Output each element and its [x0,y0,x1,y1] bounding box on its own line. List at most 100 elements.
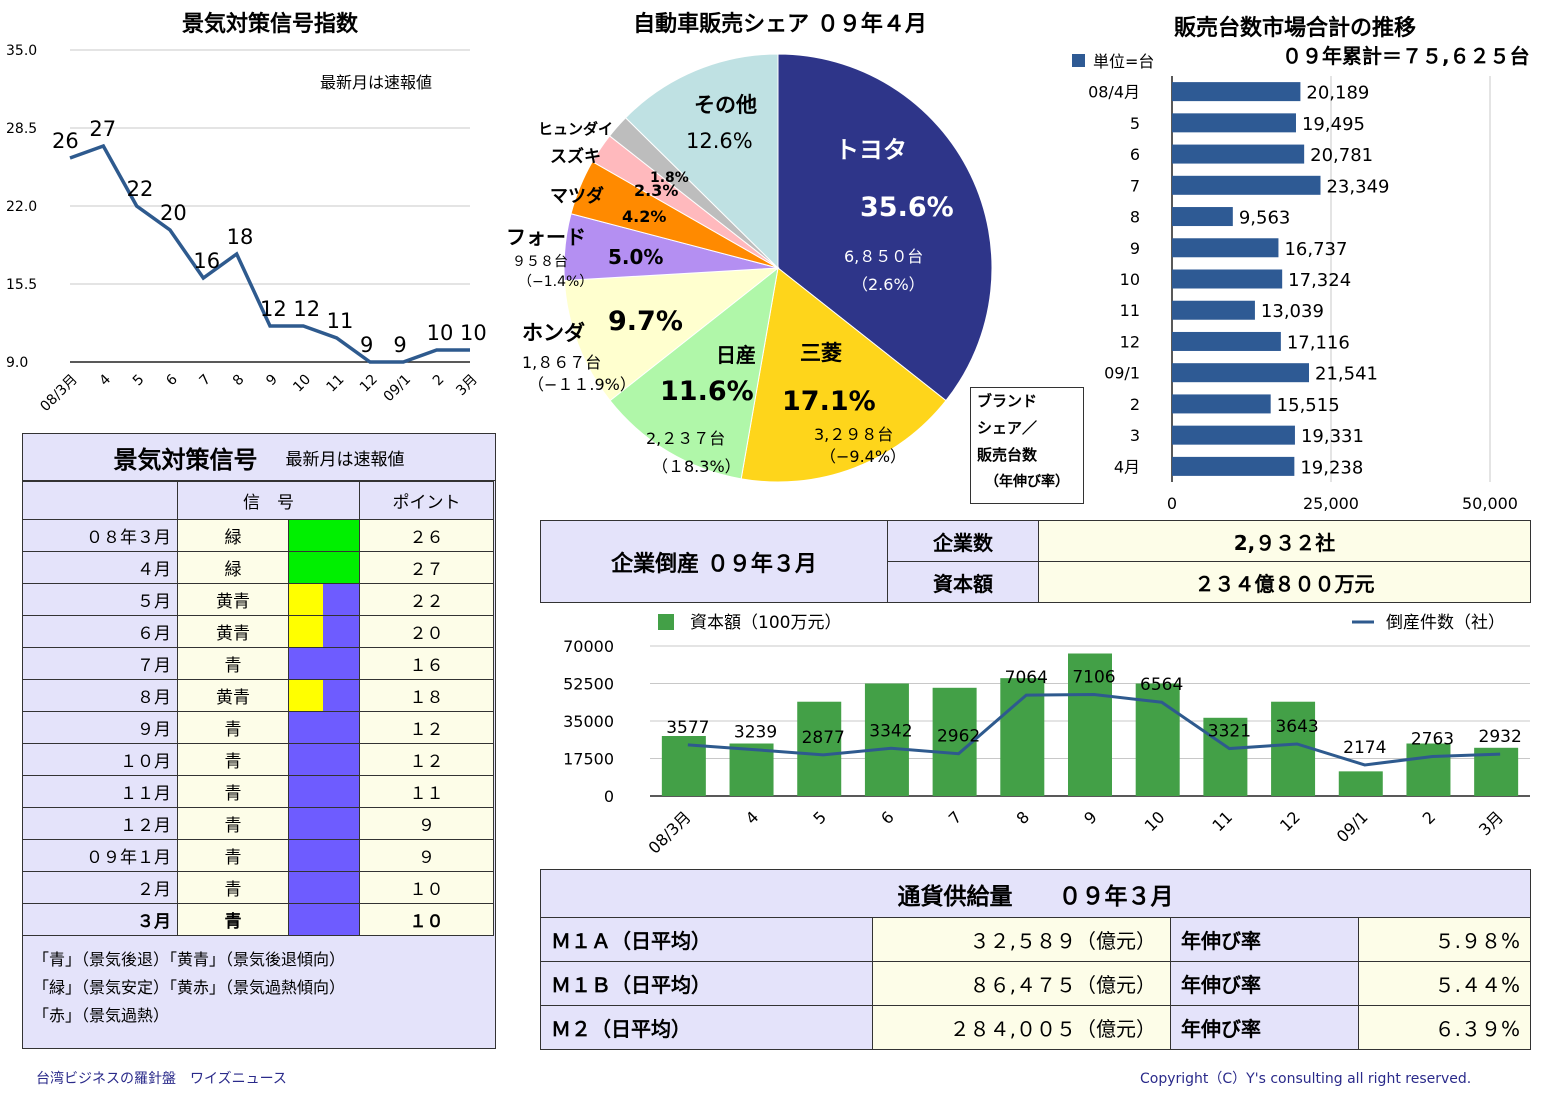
signal-table: 信 号 ポイント ０８年３月緑 ２６ ４月緑 ２７ ５月 黄青 ２２ ６月 黄青 ２０ ７月青 １６ ８… [22,481,494,936]
money-supply-title: 通貨供給量 ０９年３月 [540,869,1531,918]
money-name: Ｍ２（日平均） [540,1005,873,1050]
pie-brand-label: その他 [694,93,757,117]
signal-color-swatch [289,616,323,647]
sales-category-label: 6 [1130,145,1140,164]
signal-row: １１月青 １１ [22,775,494,808]
sales-category-label: 4月 [1114,457,1140,476]
index-data-label: 20 [160,201,187,225]
signal-color-swatch [289,584,323,615]
money-supply-row: Ｍ１Ｂ（日平均） ８６,４７５（億元） 年伸び率 ５.４４% [540,961,1531,1006]
signal-color-cell [288,551,360,584]
x-tick-label: 2 [430,372,448,390]
signal-row: ０９年１月青 ９ [22,839,494,872]
pie-brand-label: 三菱 [800,341,842,365]
signal-row: ３月青 １０ [22,903,494,936]
pie-growth-label: （−１１.9%） [528,375,636,394]
index-data-label: 26 [52,129,79,153]
signal-color-swatch [289,744,359,775]
signal-table-panel: 景気対策信号 最新月は速報値 信 号 ポイント ０８年３月緑 ２６ ４月緑 ２７ ５月黄… [22,433,496,1049]
sales-value-label: 19,238 [1300,457,1363,478]
sales-category-label: 9 [1130,239,1140,258]
signal-color-swatch [289,552,359,583]
sales-value-label: 17,116 [1287,332,1350,353]
money-name: Ｍ１Ａ（日平均） [540,917,873,962]
pie-share-label: 9.7% [608,306,683,337]
pie-units-label: 6,８５０台 [844,247,923,266]
line-legend-label: 倒産件数（社） [1386,613,1505,633]
sales-bar [1172,269,1283,289]
bankruptcy-count-label: 2174 [1343,738,1386,758]
signal-color-cell [288,711,360,744]
sales-total: ０９年累計＝７５,６２５台 [1282,44,1530,68]
bankruptcy-count-label: 3342 [869,721,912,741]
sales-value-label: 21,541 [1315,364,1378,385]
signal-point: ２２ [359,583,494,616]
capital-bar [1406,743,1451,796]
sales-value-label: 23,349 [1326,176,1389,197]
sales-bar [1172,82,1301,102]
sales-category-label: 7 [1130,176,1140,195]
index-data-label: 10 [427,321,454,345]
pie-legend-line: 販売台数 [977,446,1038,464]
pie-legend-line: ブランド [977,392,1038,410]
x-tick-label: 25,000 [1303,494,1359,513]
sales-bar [1172,363,1310,383]
pie-growth-label: （−1.4%） [518,274,593,290]
pie-brand-label: スズキ [550,146,601,167]
sales-legend-label: 単位=台 [1093,52,1155,71]
signal-month: ６月 [22,615,178,648]
signal-point: １０ [359,871,494,904]
signal-month: ８月 [22,679,178,712]
signal-color-swatch [289,872,359,903]
pie-units-label: 1,８６７台 [522,353,601,372]
money-value: ８６,４７５（億元） [872,961,1171,1006]
x-tick-label: 10 [290,372,314,396]
signal-point: ９ [359,839,494,872]
signal-color-swatch [289,520,359,551]
sales-category-label: 10 [1120,270,1140,289]
money-supply-row: Ｍ１Ａ（日平均） ３２,５８９（億元） 年伸び率 ５.９８% [540,917,1531,962]
pie-share-label: 1.8% [650,170,689,186]
bankruptcy-capital-label: 資本額 [887,561,1039,603]
capital-bar [932,687,977,796]
signal-month: １２月 [22,807,178,840]
signal-name: 青 [177,647,289,680]
signal-row: ４月緑 ２７ [22,551,494,584]
signal-name: 青 [177,807,289,840]
signal-row: １０月青 １２ [22,743,494,776]
signal-color-cell [288,807,360,840]
money-growth-label: 年伸び率 [1170,917,1359,962]
bankruptcy-count-label: 3239 [734,723,777,743]
x-tick-label: 6 [163,371,181,389]
pie-share-label: 5.0% [608,245,663,269]
index-line [69,143,470,364]
signal-month: １１月 [22,775,178,808]
signal-name: 青 [177,871,289,904]
signal-color-cell [288,679,360,712]
signal-point: １６ [359,647,494,680]
money-growth-value: ５.９８% [1358,917,1531,962]
signal-month: ４月 [22,551,178,584]
index-data-label: 18 [227,225,254,249]
y-tick-label: 28.5 [6,121,37,137]
bankruptcy-count-label: 3577 [666,718,709,738]
signal-color-swatch [323,680,359,711]
bankruptcy-combo-chart: 資本額（100万元） 倒産件数（社） 3577 3239 2877 3342 29627… [563,613,1530,858]
legend-square-icon [1072,54,1085,67]
signal-row: ８月 黄青 １８ [22,679,494,712]
x-tick-label: 4 [97,371,115,389]
sales-category-label: 5 [1130,114,1140,133]
sales-value-label: 16,737 [1284,239,1347,260]
bankruptcy-count-line [687,692,1501,767]
x-tick-label: 5 [130,372,148,390]
signal-row: ７月青 １６ [22,647,494,680]
signal-color-cell [288,519,360,552]
sales-bar [1172,238,1279,258]
index-data-label: 27 [89,117,116,141]
sales-bar [1172,300,1255,320]
bankruptcy-title: 企業倒産 ０９年３月 [540,520,888,603]
signal-color-swatch [289,904,359,935]
signal-row: １２月青 ９ [22,807,494,840]
signal-table-note: 最新月は速報値 [285,449,405,470]
index-data-label: 10 [460,321,487,345]
